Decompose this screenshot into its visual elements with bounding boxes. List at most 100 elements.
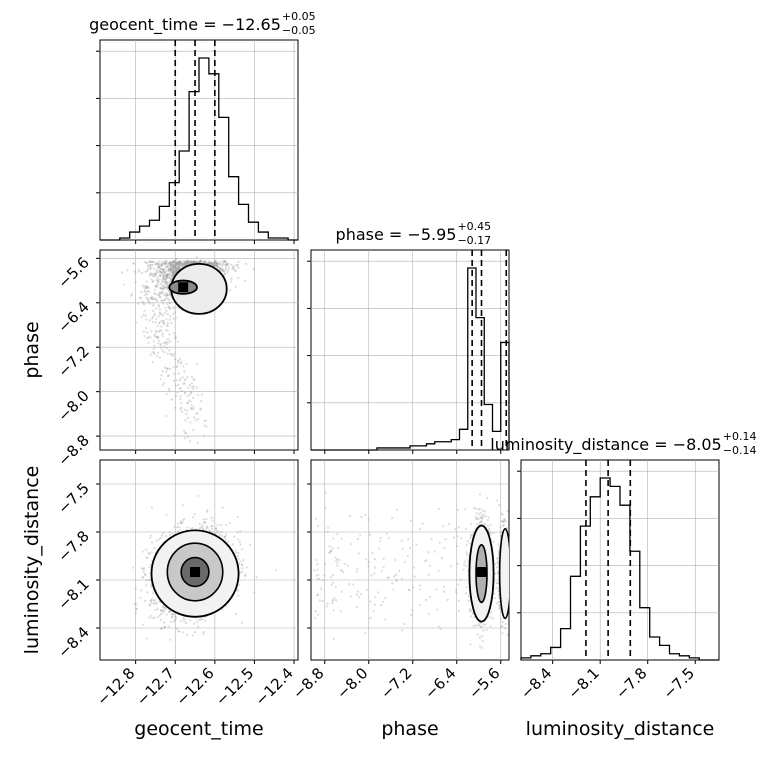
sample-point (153, 599, 155, 601)
sample-point (185, 622, 187, 624)
sample-point (141, 316, 143, 318)
sample-point (175, 316, 177, 318)
sample-point (165, 269, 167, 271)
sample-point (152, 321, 154, 323)
sample-point (241, 621, 243, 623)
title-sub-luminosity_distance: −0.14 (723, 444, 757, 457)
sample-point (200, 400, 202, 402)
sample-point (479, 508, 481, 510)
sample-point (184, 419, 186, 421)
sample-point (168, 281, 170, 283)
sample-point (486, 629, 488, 631)
sample-point (187, 259, 189, 261)
sample-point (159, 357, 161, 359)
sample-point (470, 523, 472, 525)
sample-point (489, 625, 491, 627)
sample-point (155, 269, 157, 271)
sample-point (151, 264, 153, 266)
sample-point (142, 300, 144, 302)
sample-point (153, 292, 155, 294)
sample-point (239, 544, 241, 546)
sample-point (147, 556, 149, 558)
sample-point (226, 264, 228, 266)
sample-point (173, 373, 175, 375)
sample-point (169, 534, 171, 536)
sample-point (154, 273, 156, 275)
sample-point (168, 610, 170, 612)
sample-point (193, 406, 195, 408)
sample-point (135, 609, 137, 611)
sample-point (211, 527, 213, 529)
sample-point (183, 618, 185, 620)
sample-point (192, 261, 194, 263)
sample-point (239, 541, 241, 543)
sample-point (468, 595, 470, 597)
sample-point (142, 302, 144, 304)
sample-point (177, 522, 179, 524)
sample-point (140, 291, 142, 293)
sample-point (166, 613, 168, 615)
sample-point (164, 366, 166, 368)
sample-point (147, 342, 149, 344)
sample-point (193, 379, 195, 381)
sample-point (230, 277, 232, 279)
sample-point (169, 319, 171, 321)
sample-point (196, 621, 198, 623)
sample-point (208, 260, 210, 262)
sample-point (241, 571, 243, 573)
sample-point (237, 277, 239, 279)
sample-point (224, 535, 226, 537)
sample-point (132, 567, 134, 569)
sample-point (239, 530, 241, 532)
sample-point (167, 270, 169, 272)
sample-point (147, 264, 149, 266)
sample-point (241, 567, 243, 569)
sample-point (175, 259, 177, 261)
sample-point (191, 376, 193, 378)
sample-point (206, 509, 208, 511)
sample-point (221, 531, 223, 533)
sample-point (481, 626, 483, 628)
sample-point (165, 347, 167, 349)
sample-point (143, 330, 145, 332)
sample-point (181, 390, 183, 392)
sample-point (135, 281, 137, 283)
sample-point (192, 634, 194, 636)
sample-point (154, 298, 156, 300)
sample-point (174, 358, 176, 360)
sample-point (169, 307, 171, 309)
sample-point (135, 603, 137, 605)
sample-point (183, 370, 185, 372)
sample-point (184, 437, 186, 439)
sample-point (151, 303, 153, 305)
sample-point (202, 527, 204, 529)
sample-point (229, 522, 231, 524)
sample-point (186, 409, 188, 411)
sample-point (192, 397, 194, 399)
sample-point (173, 270, 175, 272)
sample-point (155, 331, 157, 333)
sample-point (141, 285, 143, 287)
sample-point (160, 613, 162, 615)
sample-point (253, 591, 255, 593)
sample-point (225, 524, 227, 526)
sample-point (137, 302, 139, 304)
sample-point (189, 421, 191, 423)
sample-point (148, 291, 150, 293)
sample-point (221, 265, 223, 267)
sample-point (241, 564, 243, 566)
sample-point (154, 263, 156, 265)
sample-point (145, 327, 147, 329)
sample-point (232, 543, 234, 545)
sample-point (157, 336, 159, 338)
sample-point (159, 278, 161, 280)
sample-point (169, 531, 171, 533)
sample-point (190, 408, 192, 410)
sample-point (168, 374, 170, 376)
sample-point (237, 516, 239, 518)
sample-point (170, 322, 172, 324)
sample-point (144, 600, 146, 602)
sample-point (158, 305, 160, 307)
sample-point (195, 419, 197, 421)
sample-point (163, 323, 165, 325)
